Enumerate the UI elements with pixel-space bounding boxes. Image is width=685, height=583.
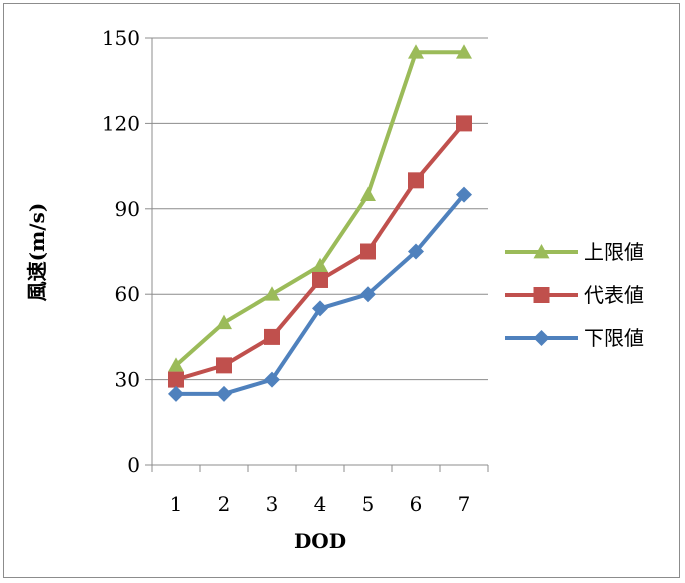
data-point-square xyxy=(168,371,184,388)
y-tick-label: 150 xyxy=(102,26,140,50)
data-point-triangle xyxy=(264,286,280,301)
x-tick-label: 1 xyxy=(170,492,183,516)
x-tick-label: 2 xyxy=(218,492,231,516)
data-point-square xyxy=(360,243,376,260)
data-point-square xyxy=(408,172,424,189)
data-point-triangle xyxy=(533,244,550,259)
data-point-triangle xyxy=(312,257,328,273)
data-point-diamond xyxy=(264,371,280,388)
x-tick-label: 7 xyxy=(458,492,471,516)
gridlines xyxy=(152,37,488,381)
x-tick-label: 3 xyxy=(266,492,279,516)
data-point-diamond xyxy=(360,286,376,303)
legend-entry: 代表値 xyxy=(505,283,644,307)
x-tick-label: 5 xyxy=(362,492,375,516)
data-point-square xyxy=(216,357,232,374)
x-tick-label: 4 xyxy=(314,492,327,516)
chart-frame xyxy=(3,3,680,578)
x-tick-label: 6 xyxy=(410,492,423,516)
legend-label: 上限値 xyxy=(584,240,644,264)
y-tick-label: 0 xyxy=(127,453,140,477)
data-point-diamond xyxy=(312,300,328,317)
data-point-diamond xyxy=(168,385,184,402)
series-triangle xyxy=(168,44,472,372)
y-tick-label: 60 xyxy=(115,282,140,306)
axes xyxy=(145,37,489,472)
data-point-diamond xyxy=(408,243,424,260)
legend-entry: 下限値 xyxy=(505,326,644,350)
data-point-triangle xyxy=(216,314,232,330)
data-point-square xyxy=(264,328,280,345)
data-point-triangle xyxy=(168,357,184,372)
data-point-square xyxy=(456,115,472,132)
data-point-diamond xyxy=(216,385,232,402)
series-diamond xyxy=(168,186,472,402)
x-axis-title: DOD xyxy=(294,529,346,553)
data-point-triangle xyxy=(360,186,376,201)
series-group xyxy=(168,44,472,402)
data-point-triangle xyxy=(408,44,424,59)
data-point-square xyxy=(533,287,550,303)
data-point-diamond xyxy=(456,186,472,203)
data-point-square xyxy=(312,271,328,288)
data-point-diamond xyxy=(533,330,550,346)
data-point-triangle xyxy=(456,44,472,59)
tick-labels: 0 30 60 90 120 150 1 2 3 4 5 6 7 xyxy=(102,26,471,516)
y-tick-label: 90 xyxy=(115,197,140,221)
legend-label: 代表値 xyxy=(584,283,644,307)
y-axis-title: 風速(m/s) xyxy=(25,203,49,302)
y-tick-label: 120 xyxy=(102,111,140,135)
legend-label: 下限値 xyxy=(584,326,644,350)
y-tick-label: 30 xyxy=(115,368,140,392)
series-square xyxy=(168,115,472,388)
legend-entry: 上限値 xyxy=(505,240,644,264)
